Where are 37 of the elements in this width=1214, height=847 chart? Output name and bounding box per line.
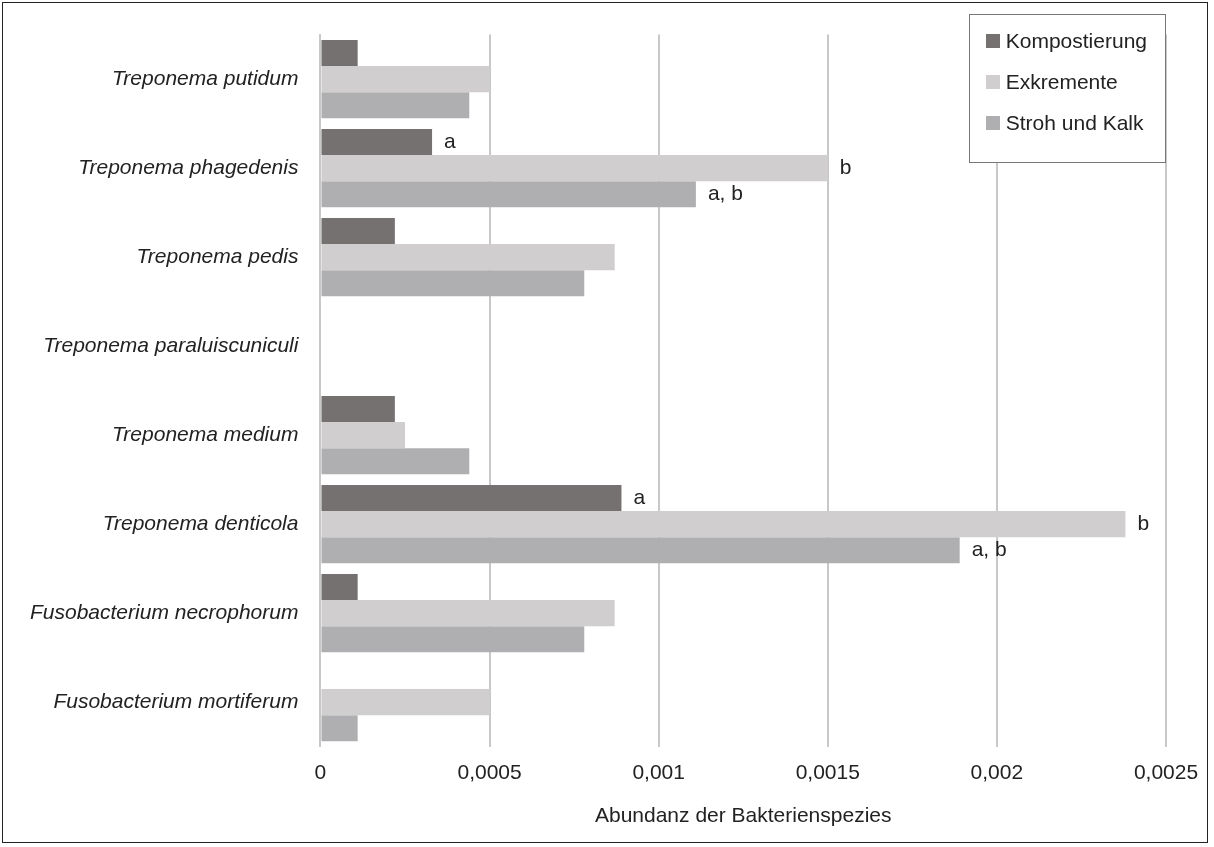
data-label: a: [633, 484, 646, 508]
legend-label: Exkremente: [1005, 70, 1118, 94]
data-label: a: [444, 128, 457, 152]
bar: [321, 217, 395, 245]
x-tick-label: 0: [314, 760, 327, 783]
bar: [321, 484, 622, 512]
y-tick-label: Treponema medium: [112, 421, 299, 445]
x-tick-label: 0,002: [970, 760, 1024, 783]
x-axis-title: Abundanz der Bakterienspezies: [594, 803, 892, 827]
bar: [321, 270, 585, 297]
legend-label: Kompostierung: [1005, 29, 1147, 53]
data-label: b: [839, 154, 852, 178]
y-tick-label: Treponema phagedenis: [78, 154, 299, 178]
x-tick-label: 0,0015: [795, 760, 860, 783]
bar: [321, 448, 470, 475]
x-tick-label: 0,0005: [457, 760, 522, 783]
bar: [321, 715, 358, 742]
y-tick-label: Treponema denticola: [102, 510, 299, 534]
y-tick-label: Treponema pedis: [136, 243, 299, 267]
bar: [321, 573, 358, 601]
y-tick-label: Fusobacterium mortiferum: [53, 688, 299, 712]
bar: [321, 626, 585, 653]
data-label: a, b: [971, 537, 1007, 560]
y-tick-label: Fusobacterium necrophorum: [29, 599, 299, 623]
bar: [321, 537, 960, 564]
data-label: a, b: [707, 181, 743, 204]
bar: [321, 181, 696, 208]
bar: [321, 92, 470, 119]
data-label: b: [1137, 510, 1150, 534]
legend-label: Stroh und Kalk: [1005, 111, 1144, 135]
bar: [321, 395, 395, 423]
bar: [321, 39, 358, 67]
bar: [321, 128, 433, 156]
y-tick-label: Treponema paraluiscuniculi: [43, 332, 300, 356]
x-tick-label: 0,001: [632, 760, 685, 783]
y-tick-label: Treponema putidum: [112, 65, 299, 89]
x-tick-label: 0,0025: [1133, 760, 1199, 783]
